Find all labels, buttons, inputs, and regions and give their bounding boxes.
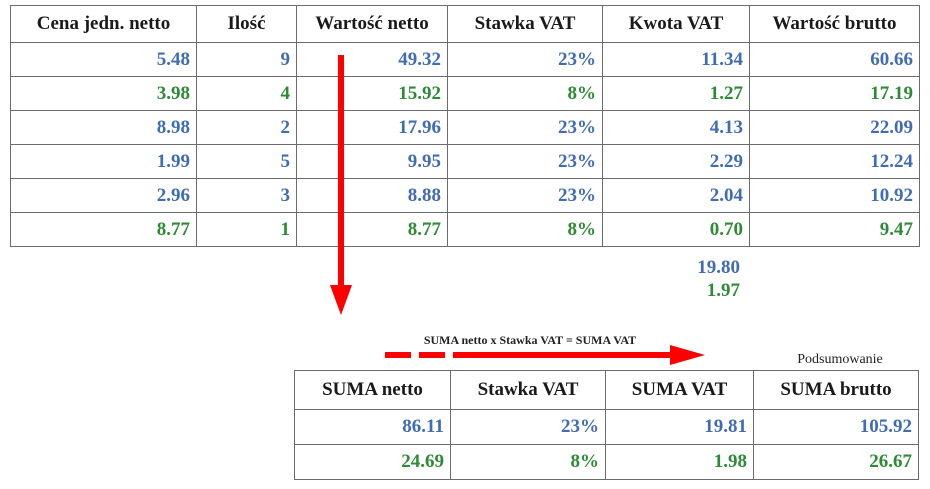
vat-calculation-table: Cena jedn. netto Ilość Wartość netto Sta… xyxy=(10,5,920,247)
unit-price-cell: 3.98 xyxy=(10,76,197,111)
header-vat-amount: Kwota VAT xyxy=(602,5,750,43)
vat-rate-cell: 23% xyxy=(447,144,603,179)
vat-total-cell: 19.81 xyxy=(605,409,754,445)
quantity-cell: 1 xyxy=(196,212,297,247)
unit-price-cell: 8.77 xyxy=(10,212,197,247)
vat-rate-cell: 23% xyxy=(450,409,606,445)
header-gross-total: SUMA brutto xyxy=(753,370,919,410)
net-value-cell: 15.92 xyxy=(296,76,448,111)
vat-amount-cell: 2.04 xyxy=(602,178,750,213)
summary-table: SUMA netto Stawka VAT SUMA VAT SUMA brut… xyxy=(294,370,919,480)
arrow-down-icon xyxy=(330,55,352,315)
vat-amount-cell: 0.70 xyxy=(602,212,750,247)
net-value-cell: 9.95 xyxy=(296,144,448,179)
vat-rate-cell: 23% xyxy=(447,42,603,77)
table-row: 3.98 4 15.92 8% 1.27 17.19 xyxy=(10,76,920,111)
table-row: 8.77 1 8.77 8% 0.70 9.47 xyxy=(10,212,920,247)
vat-rate-cell: 8% xyxy=(450,444,606,480)
vat-rate-cell: 23% xyxy=(447,178,603,213)
vat-amount-cell: 11.34 xyxy=(602,42,750,77)
gross-total-cell: 26.67 xyxy=(753,444,919,480)
net-total-cell: 24.69 xyxy=(294,444,451,480)
summary-header-row: SUMA netto Stawka VAT SUMA VAT SUMA brut… xyxy=(294,370,919,410)
header-unit-price: Cena jedn. netto xyxy=(10,5,197,43)
vat-amount-cell: 1.27 xyxy=(602,76,750,111)
unit-price-cell: 5.48 xyxy=(10,42,197,77)
gross-value-cell: 9.47 xyxy=(749,212,920,247)
summary-row: 86.11 23% 19.81 105.92 xyxy=(294,409,919,445)
gross-value-cell: 10.92 xyxy=(749,178,920,213)
vat-rate-cell: 8% xyxy=(447,212,603,247)
vat-total-23: 19.80 xyxy=(697,257,740,278)
vat-rate-cell: 23% xyxy=(447,110,603,145)
table-row: 2.96 3 8.88 23% 2.04 10.92 xyxy=(10,178,920,213)
vat-rate-cell: 8% xyxy=(447,76,603,111)
header-vat-total: SUMA VAT xyxy=(605,370,754,410)
unit-price-cell: 8.98 xyxy=(10,110,197,145)
quantity-cell: 4 xyxy=(196,76,297,111)
header-gross-value: Wartość brutto xyxy=(749,5,920,43)
vat-total-8: 1.97 xyxy=(706,280,740,301)
net-value-cell: 49.32 xyxy=(296,42,448,77)
net-total-cell: 86.11 xyxy=(294,409,451,445)
summary-caption: Podsumowanie xyxy=(797,352,883,367)
header-net-value: Wartość netto xyxy=(296,5,448,43)
net-value-cell: 8.88 xyxy=(296,178,448,213)
table-row: 8.98 2 17.96 23% 4.13 22.09 xyxy=(10,110,920,145)
net-value-cell: 8.77 xyxy=(296,212,448,247)
quantity-cell: 5 xyxy=(196,144,297,179)
table-row: 5.48 9 49.32 23% 11.34 60.66 xyxy=(10,42,920,77)
unit-price-cell: 1.99 xyxy=(10,144,197,179)
quantity-cell: 3 xyxy=(196,178,297,213)
header-quantity: Ilość xyxy=(196,5,297,43)
net-value-cell: 17.96 xyxy=(296,110,448,145)
vat-total-cell: 1.98 xyxy=(605,444,754,480)
header-row: Cena jedn. netto Ilość Wartość netto Sta… xyxy=(10,5,920,43)
gross-total-cell: 105.92 xyxy=(753,409,919,445)
quantity-cell: 2 xyxy=(196,110,297,145)
vat-formula-label: SUMA netto x Stawka VAT = SUMA VAT xyxy=(423,333,637,347)
arrow-right-icon xyxy=(385,345,705,365)
unit-price-cell: 2.96 xyxy=(10,178,197,213)
vat-amount-cell: 4.13 xyxy=(602,110,750,145)
summary-row: 24.69 8% 1.98 26.67 xyxy=(294,444,919,480)
table-row: 1.99 5 9.95 23% 2.29 12.24 xyxy=(10,144,920,179)
header-vat-rate: Stawka VAT xyxy=(450,370,606,410)
header-vat-rate: Stawka VAT xyxy=(447,5,603,43)
quantity-cell: 9 xyxy=(196,42,297,77)
vat-amount-cell: 2.29 xyxy=(602,144,750,179)
header-net-total: SUMA netto xyxy=(294,370,451,410)
gross-value-cell: 12.24 xyxy=(749,144,920,179)
gross-value-cell: 60.66 xyxy=(749,42,920,77)
gross-value-cell: 22.09 xyxy=(749,110,920,145)
gross-value-cell: 17.19 xyxy=(749,76,920,111)
